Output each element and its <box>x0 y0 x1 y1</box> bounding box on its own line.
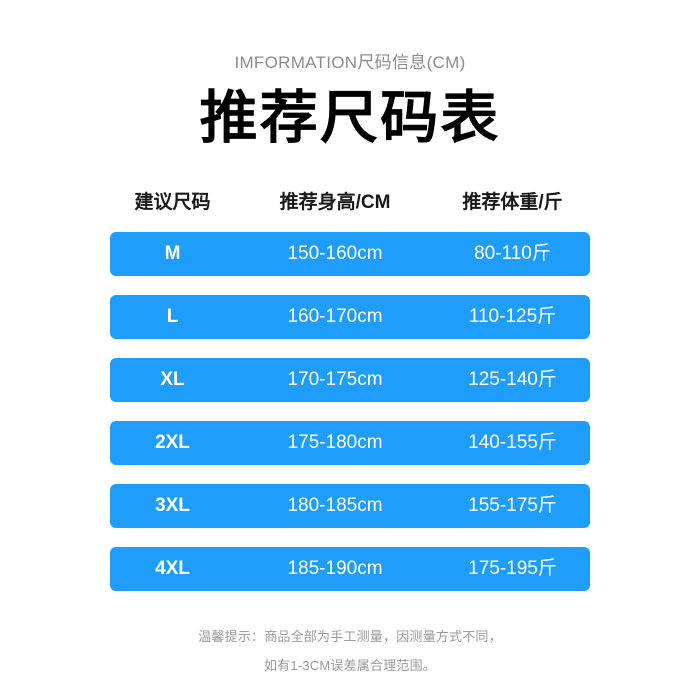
page-title: 推荐尺码表 <box>199 86 501 150</box>
cell-weight: 175-195斤 <box>468 558 557 579</box>
table-row: 3XL 180-185cm 155-175斤 <box>110 484 590 528</box>
cell-height: 180-185cm <box>287 495 383 516</box>
measurement-note: 温馨提示：商品全部为手工测量，因测量方式不同， 如有1-3CM误差属合理范围。 <box>0 622 700 680</box>
column-header-size: 建议尺码 <box>134 192 211 213</box>
cell-height: 175-180cm <box>287 432 383 453</box>
cell-weight: 125-140斤 <box>468 369 557 390</box>
table-row: M 150-160cm 80-110斤 <box>110 232 590 276</box>
cell-size: XL <box>160 369 185 390</box>
cell-size: 2XL <box>155 432 190 453</box>
cell-size: M <box>164 243 181 264</box>
table-row: L 160-170cm 110-125斤 <box>110 295 590 339</box>
page-subtitle: IMFORMATION尺码信息(CM) <box>234 53 466 72</box>
cell-size: L <box>166 306 179 327</box>
measurement-note-line-1: 温馨提示：商品全部为手工测量，因测量方式不同， <box>198 629 502 644</box>
measurement-note-line-2: 如有1-3CM误差属合理范围。 <box>263 658 436 673</box>
table-row: 2XL 175-180cm 140-155斤 <box>110 421 590 465</box>
table-column-headers: 建议尺码 推荐身高/CM 推荐体重/斤 <box>110 190 590 216</box>
cell-weight: 110-125斤 <box>468 306 557 327</box>
column-header-height: 推荐身高/CM <box>279 192 391 213</box>
size-table-body: M 150-160cm 80-110斤 L 160-170cm 110-125斤… <box>110 232 590 591</box>
column-header-weight: 推荐体重/斤 <box>462 192 563 213</box>
cell-weight: 80-110斤 <box>474 243 551 264</box>
cell-weight: 140-155斤 <box>468 432 557 453</box>
cell-height: 185-190cm <box>287 558 383 579</box>
cell-height: 150-160cm <box>287 243 383 264</box>
table-row: 4XL 185-190cm 175-195斤 <box>110 547 590 591</box>
table-row: XL 170-175cm 125-140斤 <box>110 358 590 402</box>
cell-height: 160-170cm <box>287 306 383 327</box>
cell-weight: 155-175斤 <box>468 495 557 516</box>
cell-height: 170-175cm <box>287 369 383 390</box>
cell-size: 4XL <box>155 558 190 579</box>
cell-size: 3XL <box>155 495 190 516</box>
